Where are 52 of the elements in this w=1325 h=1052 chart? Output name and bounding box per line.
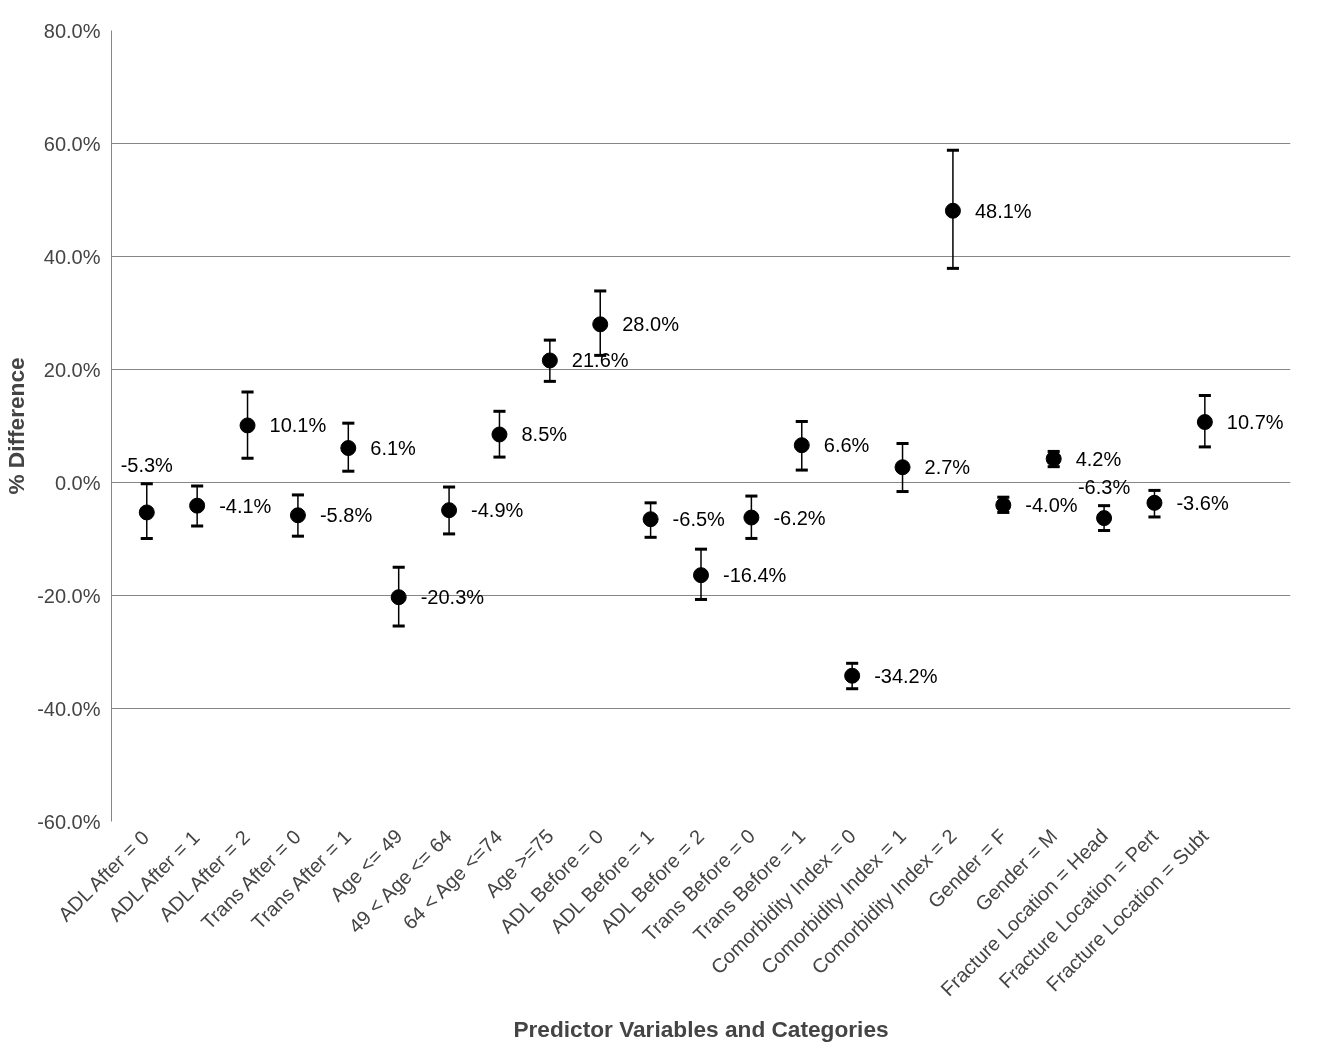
data-label: -6.5% xyxy=(672,508,726,531)
y-tick-label: -20.0% xyxy=(37,584,101,607)
point xyxy=(1096,510,1113,527)
y-tick-label: -40.0% xyxy=(37,697,101,720)
point xyxy=(592,316,609,333)
point xyxy=(491,426,508,443)
point xyxy=(693,567,709,584)
point xyxy=(894,459,911,476)
data-label: -5.3% xyxy=(120,453,174,476)
data-label: 6.1% xyxy=(370,437,417,460)
data-label: 48.1% xyxy=(974,199,1032,222)
point xyxy=(844,667,861,684)
data-label: 10.7% xyxy=(1226,411,1284,434)
x-axis-title: Predictor Variables and Categories xyxy=(513,1016,889,1043)
y-tick-label: -60.0% xyxy=(37,810,101,833)
data-label: -16.4% xyxy=(723,564,787,587)
point xyxy=(793,437,810,454)
data-label: -6.2% xyxy=(773,506,826,529)
point xyxy=(138,504,155,521)
y-tick-label: 40.0% xyxy=(43,245,101,268)
y-tick-label: 80.0% xyxy=(43,19,101,42)
y-tick-label: 20.0% xyxy=(43,358,101,381)
data-label: 21.6% xyxy=(571,349,629,372)
point xyxy=(541,352,558,369)
data-label: 2.7% xyxy=(924,456,971,479)
point xyxy=(340,440,357,457)
point xyxy=(1196,414,1213,431)
point xyxy=(189,497,206,514)
point xyxy=(1146,494,1163,511)
data-label: -5.8% xyxy=(319,504,373,527)
data-label: -34.2% xyxy=(874,664,938,687)
point xyxy=(239,417,256,434)
point xyxy=(441,502,458,519)
point xyxy=(944,202,961,219)
data-label: 8.5% xyxy=(521,423,568,446)
data-label: -3.6% xyxy=(1176,491,1229,514)
y-tick-label: 60.0% xyxy=(43,132,101,155)
data-label: 10.1% xyxy=(269,414,327,437)
point xyxy=(642,511,659,528)
data-label: -20.3% xyxy=(420,586,485,609)
y-tick-label: 0.0% xyxy=(54,471,101,494)
data-label: 4.2% xyxy=(1075,447,1122,470)
data-label: -6.3% xyxy=(1077,475,1131,498)
data-label: 6.6% xyxy=(823,434,870,457)
data-label: -4.1% xyxy=(219,494,272,517)
y-axis-title: % Difference xyxy=(3,357,30,495)
point xyxy=(743,509,760,526)
data-label: 28.0% xyxy=(622,313,680,336)
point xyxy=(289,507,306,524)
data-label: -4.9% xyxy=(471,499,524,522)
point xyxy=(390,589,407,606)
data-label: -4.0% xyxy=(1025,494,1078,517)
